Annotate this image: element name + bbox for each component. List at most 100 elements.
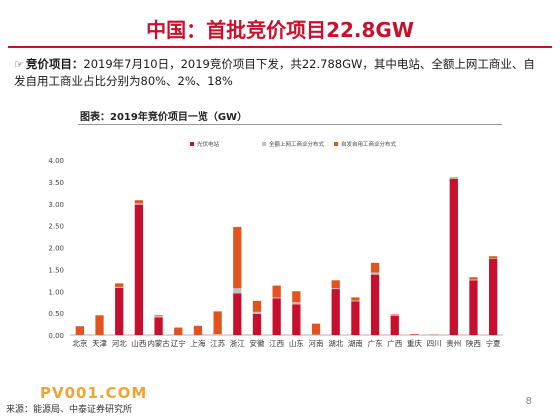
x-tick-label: 辽宁 [171, 338, 186, 348]
x-tick-label: 贵州 [446, 338, 461, 348]
bar-segment [154, 317, 163, 335]
x-tick-label: 河北 [112, 339, 127, 348]
x-tick-label: 江苏 [210, 338, 225, 348]
x-tick-label: 天津 [92, 339, 107, 348]
x-tick-label: 江西 [269, 339, 284, 348]
bar-segment [449, 177, 458, 179]
x-tick-label: 宁夏 [486, 338, 501, 348]
bar-segment [75, 326, 84, 335]
bar-segment [272, 285, 281, 298]
bar-segment [134, 203, 144, 205]
x-tick-label: 湖南 [348, 338, 363, 348]
bar-segment [331, 289, 340, 335]
bar-segment [213, 311, 222, 335]
bar-segment [115, 286, 124, 288]
bar-segment [213, 334, 222, 335]
bar-segment [469, 280, 478, 335]
bar-segment [233, 288, 242, 294]
bar-segment [252, 314, 262, 335]
bar-segment [351, 301, 360, 335]
bar-segment [429, 334, 439, 336]
bar-segment [292, 302, 301, 305]
bullet-heading: 竞价项目： [25, 57, 84, 71]
bar-segment [292, 304, 301, 335]
x-tick-label: 安徽 [249, 338, 264, 348]
x-tick-label: 四川 [427, 339, 442, 348]
bar-segment [292, 291, 301, 303]
legend-swatch [190, 142, 194, 146]
legend-label: 自发自用工商业分布式 [341, 140, 397, 148]
bar-segment [489, 258, 498, 335]
x-tick-label: 内蒙古 [147, 338, 170, 348]
bar-segment [95, 315, 104, 335]
bar-segment [449, 177, 458, 179]
bar-segment [193, 325, 203, 335]
bar-segment [449, 178, 458, 335]
bar-segment [311, 334, 321, 336]
bar-segment [252, 300, 262, 312]
title-underline [8, 46, 552, 48]
figure-title-rule [78, 124, 502, 125]
stacked-bar-chart: 0.00 0.50 1.00 1.50 2.00 2.50 3.00 3.50 4.00 北京 天津… [48, 140, 503, 348]
bar-segment [351, 300, 360, 302]
bar-segment [351, 297, 360, 301]
bar-segment [233, 293, 242, 335]
x-tick-label: 湖北 [328, 339, 343, 348]
figure-title: 图表：2019年竞价项目一览（GW） [80, 112, 248, 123]
bar-segment [469, 277, 478, 280]
y-tick-label: 3.50 [48, 179, 64, 187]
y-tick-label: 1.00 [48, 288, 64, 296]
x-tick-label: 北京 [72, 338, 87, 348]
bar-segment [331, 288, 340, 290]
y-tick-label: 1.50 [48, 266, 64, 274]
bar-segment [469, 279, 478, 281]
legend-label: 全额上网工商业分布式 [269, 140, 325, 148]
y-tick-label: 0.00 [48, 332, 64, 340]
source-note: 来源：能源局、中泰证券研究所 [6, 405, 133, 415]
bar-segment [174, 327, 183, 335]
y-tick-label: 2.00 [48, 245, 64, 253]
bullet-paragraph: ☞ 竞价项目：2019年7月10日，2019竞价项目下发，共22.788GW，其中… [14, 56, 546, 90]
bar-segment [115, 283, 124, 287]
x-tick-label: 浙江 [230, 338, 245, 348]
bar-segment [489, 258, 498, 260]
bar-segment [489, 256, 498, 259]
slide-title: 中国：首批竞价项目22.8GW [146, 18, 414, 42]
bar-segment [370, 262, 380, 273]
bar-segment [154, 315, 163, 317]
bar-segment [272, 297, 281, 299]
bar-segment [331, 280, 340, 289]
x-tick-label: 上海 [190, 338, 205, 348]
bar-segment [272, 298, 281, 335]
y-tick-label: 4.00 [48, 157, 64, 165]
y-tick-label: 2.50 [48, 223, 64, 231]
x-tick-label: 山西 [131, 338, 146, 348]
y-tick-label: 3.00 [48, 201, 64, 209]
x-tick-label: 山东 [289, 338, 304, 348]
bar-segment [115, 287, 124, 335]
x-tick-label: 重庆 [407, 338, 422, 348]
legend-swatch [334, 142, 338, 146]
x-tick-label: 广西 [387, 338, 402, 348]
y-tick-label: 0.50 [48, 310, 64, 318]
bar-segment [233, 226, 242, 289]
bar-segment [252, 311, 262, 314]
watermark-logo: PV001.COM [40, 384, 148, 402]
legend-swatch [262, 142, 266, 146]
pointing-hand-icon: ☞ [14, 58, 24, 71]
x-tick-label: 广东 [368, 338, 383, 348]
bar-segment [311, 323, 321, 335]
x-tick-label: 陕西 [466, 338, 481, 348]
bar-segment [390, 315, 399, 316]
bar-segment [134, 204, 144, 335]
bar-segment [390, 315, 399, 335]
bar-segment [390, 314, 399, 316]
bar-segment [410, 334, 419, 335]
legend-label: 光伏电站 [197, 140, 220, 148]
bar-segment [370, 272, 380, 275]
bar-segment [154, 316, 163, 318]
x-tick-label: 河南 [309, 338, 324, 348]
bar-segment [134, 200, 144, 204]
bar-segment [370, 274, 380, 335]
bullet-body: 2019年7月10日，2019竞价项目下发，共22.788GW，其中电站、全额上… [14, 57, 535, 88]
